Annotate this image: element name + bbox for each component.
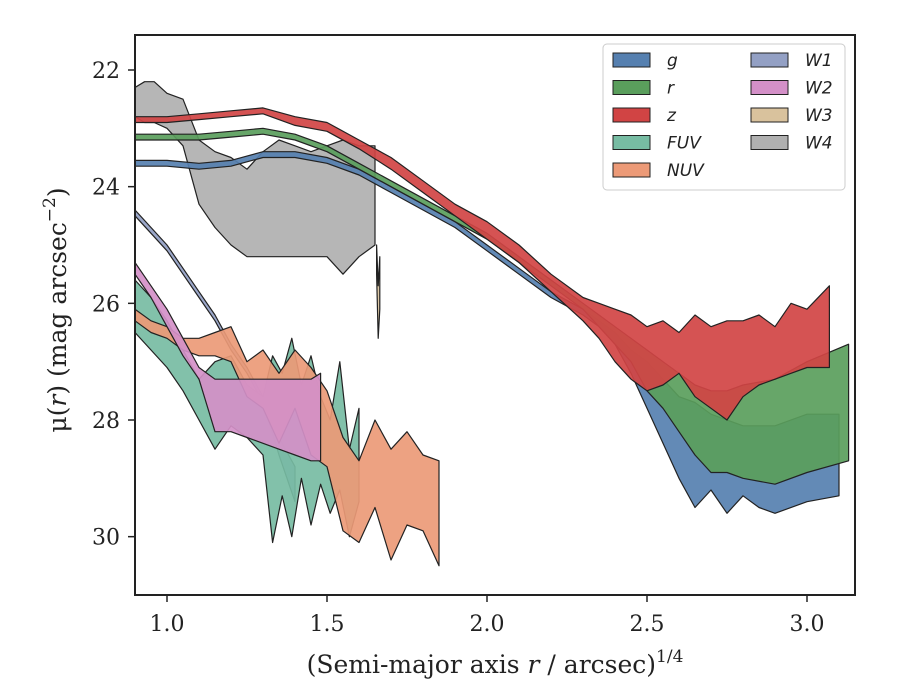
y-tick-label: 22 <box>92 59 120 84</box>
y-tick-label: 30 <box>92 526 120 551</box>
legend-label-w4: W4 <box>805 134 833 154</box>
legend-swatch-g <box>612 52 651 68</box>
legend-label-g: g <box>667 51 678 71</box>
x-tick-label: 3.0 <box>790 612 825 637</box>
legend-label-w3: W3 <box>805 106 833 126</box>
x-axis: 1.0 1.5 2.0 2.5 3.0 <box>150 595 825 637</box>
legend-swatch-w2 <box>750 80 789 95</box>
x-tick-label: 1.0 <box>150 612 185 637</box>
legend-label-nuv: NUV <box>667 161 705 181</box>
x-tick-label: 2.0 <box>470 612 505 637</box>
y-axis-label: μ(r) (mag arcsec−2) <box>40 187 72 432</box>
y-axis: 22 24 26 28 30 <box>92 59 135 551</box>
legend-swatch-z <box>612 107 651 123</box>
legend-label-w1: W1 <box>805 51 833 71</box>
x-tick-label: 2.5 <box>630 612 665 637</box>
band-nuv <box>135 308 440 567</box>
legend-swatch-w1 <box>750 52 789 68</box>
legend-label-w2: W2 <box>805 79 833 99</box>
band-w2 <box>135 261 322 462</box>
x-tick-label: 1.5 <box>310 612 345 637</box>
band-layer <box>135 81 850 567</box>
legend-swatch-w4 <box>750 135 789 150</box>
band-z <box>135 107 831 421</box>
legend-label-z: z <box>666 106 677 126</box>
legend-label-r: r <box>667 79 675 99</box>
band-r <box>135 127 850 485</box>
legend-label-fuv: FUV <box>667 134 702 154</box>
y-tick-label: 24 <box>92 176 120 201</box>
plot-frame <box>134 34 856 596</box>
y-tick-label: 28 <box>92 409 120 434</box>
legend-swatch-fuv <box>612 135 651 150</box>
legend: grz FUV NUV W1 W2 W3 W4 <box>602 43 846 191</box>
legend-swatch-r <box>612 80 651 95</box>
y-tick-label: 26 <box>92 292 120 317</box>
x-axis-label: (Semi-major axis r / arcsec)1/4 <box>307 647 684 679</box>
legend-swatch-nuv <box>612 162 651 178</box>
band-w3 <box>376 244 381 339</box>
band-w4 <box>135 81 376 275</box>
legend-swatch-w3 <box>750 107 789 123</box>
